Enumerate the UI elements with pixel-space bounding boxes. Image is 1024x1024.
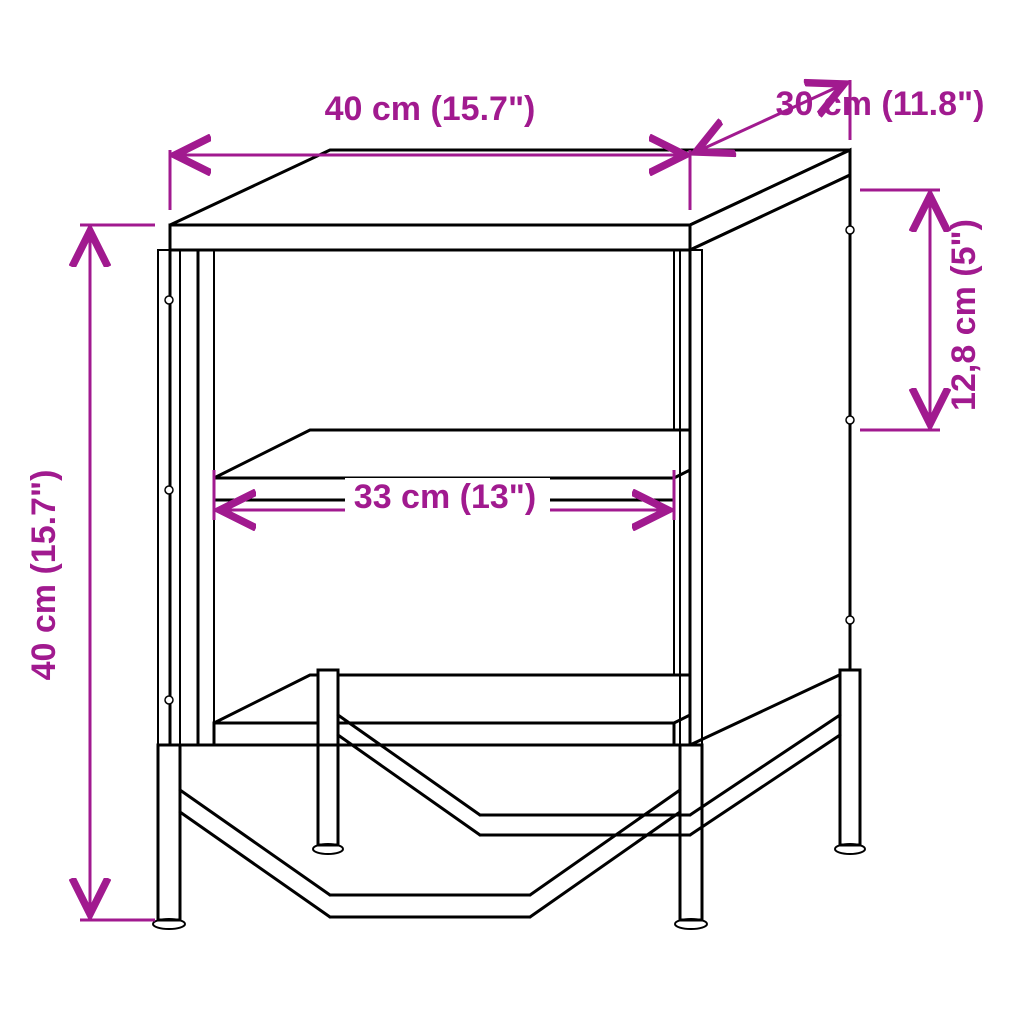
dim-height: 40 cm (15.7") xyxy=(25,225,155,920)
dim-width-label: 40 cm (15.7") xyxy=(325,90,536,128)
dim-depth-label: 30 cm (11.8") xyxy=(776,85,985,123)
dim-shelf-width-label: 33 cm (13") xyxy=(354,478,536,516)
furniture-outline xyxy=(153,150,865,929)
furniture-dimension-diagram: 40 cm (15.7") 30 cm (11.8") 40 cm (15.7"… xyxy=(0,0,1024,1024)
dim-shelf-height-label: 12,8 cm (5") xyxy=(945,219,983,411)
front-base-frame xyxy=(153,745,707,929)
dim-shelf-height: 12,8 cm (5") xyxy=(860,190,983,430)
dim-height-label: 40 cm (15.7") xyxy=(25,470,63,681)
